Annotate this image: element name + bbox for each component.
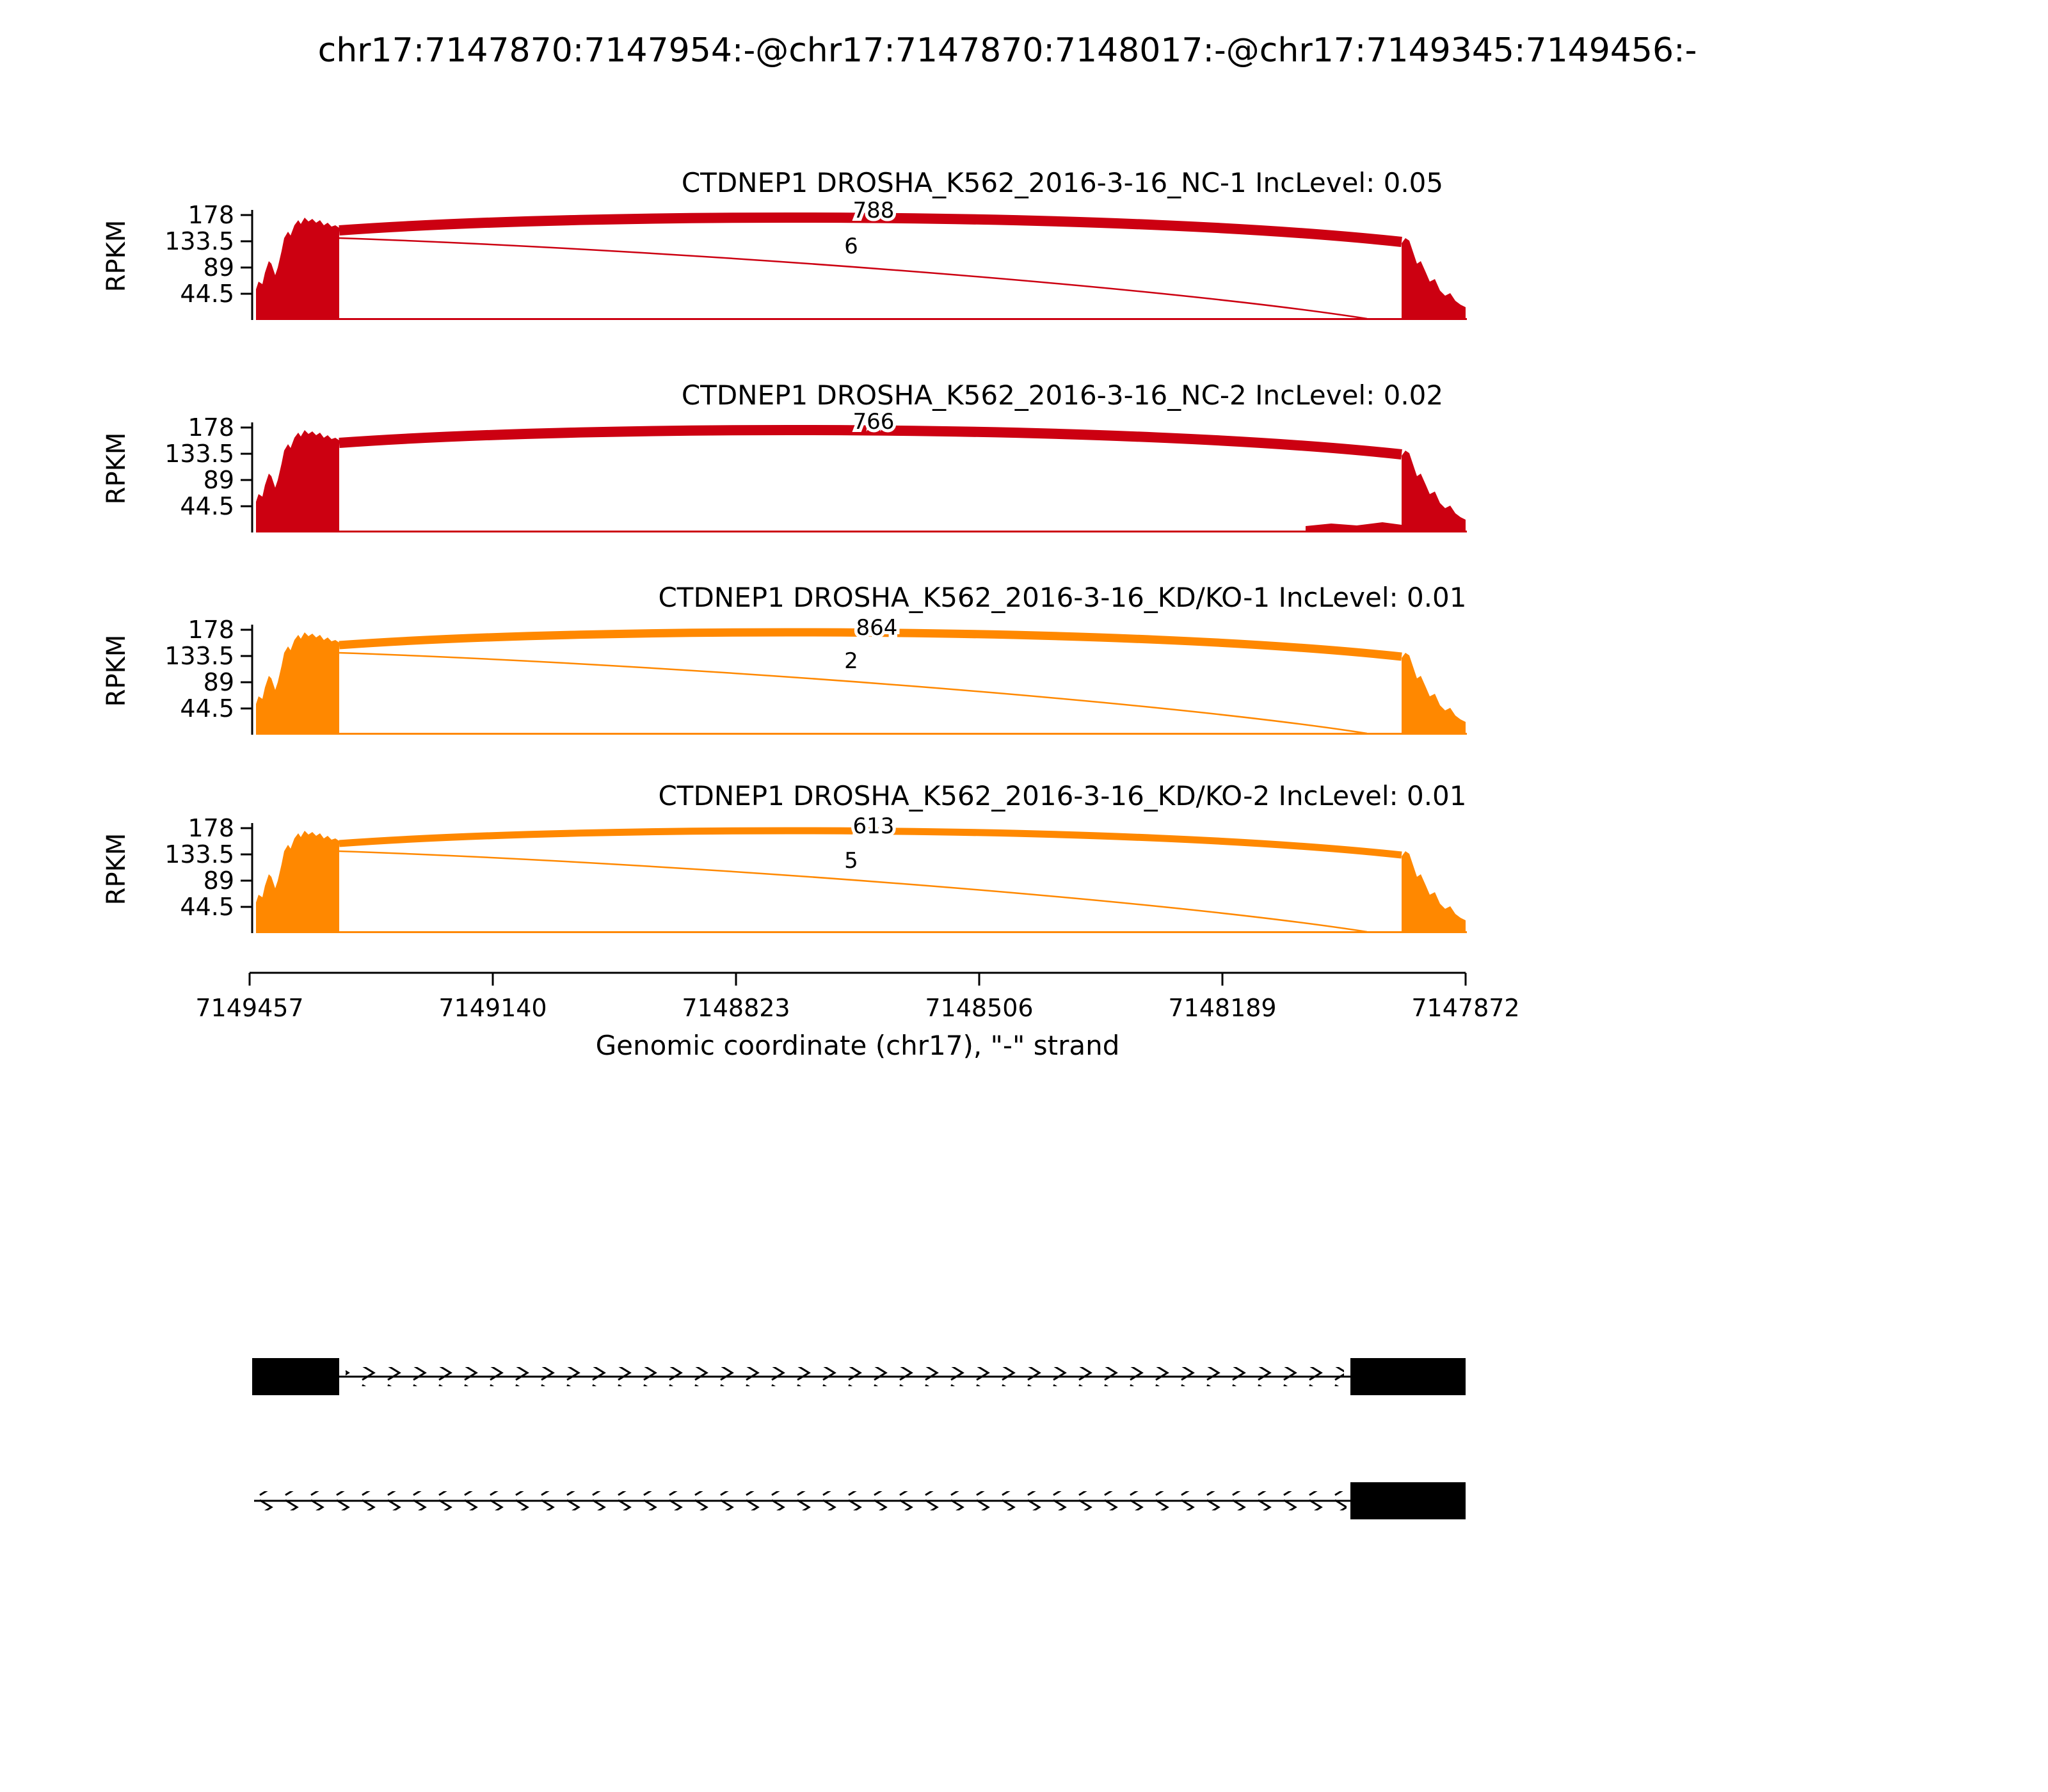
- y-tick-label: 44.5: [180, 280, 234, 308]
- isoform-inclusion: [252, 1358, 1466, 1395]
- y-tick-label: 89: [204, 668, 234, 696]
- y-axis-label: RPKM: [102, 433, 131, 505]
- y-axis-label: RPKM: [102, 635, 131, 707]
- junction-count-major: 864: [856, 615, 898, 641]
- track-nc-2: CTDNEP1 DROSHA_K562_2016-3-16_NC-2 IncLe…: [102, 380, 1467, 532]
- plot-title: chr17:7147870:7147954:-@chr17:7147870:71…: [318, 31, 1697, 70]
- coverage-left-exon: [256, 218, 339, 320]
- isoform-skipping: [254, 1482, 1466, 1519]
- y-axis-label: RPKM: [102, 833, 131, 906]
- y-tick-label: 133.5: [164, 227, 234, 255]
- junction-count-major: 788: [853, 198, 895, 223]
- strand-arrows: [259, 1491, 1347, 1510]
- y-tick-label: 44.5: [180, 893, 234, 921]
- junction-arc-major: [339, 628, 1402, 661]
- junction-arc-minor: [339, 237, 1368, 320]
- track-title: CTDNEP1 DROSHA_K562_2016-3-16_NC-1 IncLe…: [682, 167, 1443, 198]
- y-tick-label: 44.5: [180, 694, 234, 723]
- strand-arrows: [346, 1367, 1344, 1386]
- y-tick-label: 178: [188, 201, 234, 229]
- junction-count-major: 613: [853, 813, 895, 839]
- coverage-right-exon: [1402, 851, 1466, 933]
- y-tick-label: 178: [188, 413, 234, 442]
- track-title: CTDNEP1 DROSHA_K562_2016-3-16_KD/KO-1 In…: [658, 582, 1466, 613]
- y-tick-label: 133.5: [164, 440, 234, 468]
- coverage-right-exon: [1402, 653, 1466, 735]
- junction-arc-minor: [339, 652, 1368, 735]
- x-tick-label: 7148189: [1168, 994, 1276, 1022]
- coverage-left-exon: [256, 831, 339, 933]
- junction-count-major: 766: [853, 409, 895, 435]
- x-axis: 7149457 7149140 7148823 7148506 7148189 …: [195, 972, 1520, 1061]
- y-tick-label: 89: [204, 867, 234, 895]
- x-axis-label: Genomic coordinate (chr17), "-" strand: [596, 1030, 1120, 1061]
- exon-left: [252, 1358, 339, 1395]
- x-tick-label: 7148823: [682, 994, 790, 1022]
- gene-model: [252, 1358, 1466, 1519]
- coverage-right-exon: [1402, 238, 1466, 320]
- junction-count-minor: 2: [844, 648, 858, 674]
- track-title: CTDNEP1 DROSHA_K562_2016-3-16_NC-2 IncLe…: [682, 380, 1443, 411]
- y-tick-label: 89: [204, 466, 234, 494]
- x-tick-label: 7148506: [925, 994, 1033, 1022]
- junction-arc-major: [339, 425, 1402, 460]
- y-axis-label: RPKM: [102, 220, 131, 292]
- y-tick-label: 178: [188, 616, 234, 644]
- track-title: CTDNEP1 DROSHA_K562_2016-3-16_KD/KO-2 In…: [658, 780, 1466, 812]
- x-tick-label: 7147872: [1411, 994, 1519, 1022]
- exon-right: [1350, 1358, 1466, 1395]
- track-nc-1: CTDNEP1 DROSHA_K562_2016-3-16_NC-1 IncLe…: [102, 167, 1467, 320]
- y-tick-label: 89: [204, 253, 234, 282]
- junction-arc-major: [339, 212, 1402, 247]
- junction-arc-minor: [339, 850, 1368, 933]
- y-tick-label: 133.5: [164, 840, 234, 868]
- junction-arc-major: [339, 827, 1402, 859]
- x-tick-label: 7149140: [438, 994, 547, 1022]
- track-kdko-1: CTDNEP1 DROSHA_K562_2016-3-16_KD/KO-1 In…: [102, 582, 1467, 735]
- coverage-left-exon: [256, 632, 339, 735]
- coverage-left-exon: [256, 430, 339, 532]
- coverage-right-exon: [1402, 451, 1466, 532]
- x-tick-label: 7149457: [195, 994, 303, 1022]
- junction-count-minor: 5: [844, 848, 858, 874]
- coverage-intron-bump: [1306, 522, 1402, 532]
- exon-right: [1350, 1482, 1466, 1519]
- track-kdko-2: CTDNEP1 DROSHA_K562_2016-3-16_KD/KO-2 In…: [102, 780, 1467, 933]
- y-tick-label: 133.5: [164, 642, 234, 670]
- y-tick-label: 178: [188, 814, 234, 842]
- junction-count-minor: 6: [844, 234, 858, 259]
- y-tick-label: 44.5: [180, 492, 234, 520]
